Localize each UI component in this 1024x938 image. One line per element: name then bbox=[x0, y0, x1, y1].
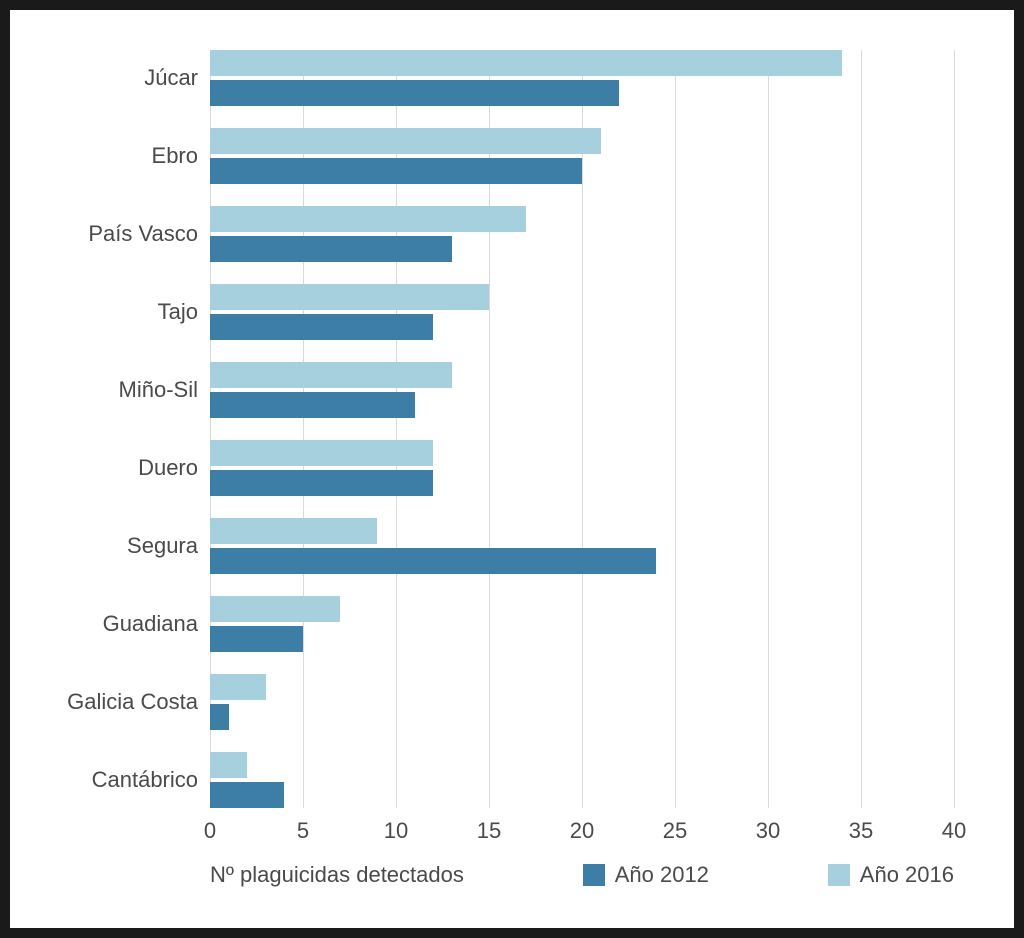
legend-item-2012: Año 2012 bbox=[583, 862, 709, 888]
bar bbox=[210, 158, 582, 184]
legend-label-2012: Año 2012 bbox=[615, 862, 709, 888]
bar bbox=[210, 206, 526, 232]
y-tick-label: Duero bbox=[138, 455, 210, 481]
chart-frame: 0 5 10 15 20 25 30 35 40 Júcar Ebro País Vasco Tajo M… bbox=[0, 0, 1024, 938]
x-tick-label: 40 bbox=[942, 808, 966, 844]
legend-swatch-2012 bbox=[583, 864, 605, 886]
bar bbox=[210, 470, 433, 496]
gridline bbox=[861, 50, 862, 808]
y-tick-label: Cantábrico bbox=[92, 767, 210, 793]
legend: Nº plaguicidas detectados Año 2012 Año 2… bbox=[210, 862, 954, 888]
x-tick-label: 35 bbox=[849, 808, 873, 844]
legend-swatch-2016 bbox=[828, 864, 850, 886]
y-tick-label: Galicia Costa bbox=[67, 689, 210, 715]
y-tick-label: Ebro bbox=[152, 143, 210, 169]
legend-item-2016: Año 2016 bbox=[828, 862, 954, 888]
bar bbox=[210, 518, 377, 544]
x-tick-label: 25 bbox=[663, 808, 687, 844]
bar bbox=[210, 752, 247, 778]
x-axis-title: Nº plaguicidas detectados bbox=[210, 862, 464, 888]
y-tick-label: Segura bbox=[127, 533, 210, 559]
bar bbox=[210, 362, 452, 388]
x-tick-label: 30 bbox=[756, 808, 780, 844]
bar bbox=[210, 128, 601, 154]
bar bbox=[210, 674, 266, 700]
bar bbox=[210, 440, 433, 466]
bar bbox=[210, 626, 303, 652]
bar bbox=[210, 236, 452, 262]
bar bbox=[210, 704, 229, 730]
bar bbox=[210, 596, 340, 622]
y-tick-label: Tajo bbox=[158, 299, 210, 325]
plot-region: 0510152025303540JúcarEbroPaís VascoTajoM… bbox=[210, 50, 954, 808]
x-tick-label: 5 bbox=[297, 808, 309, 844]
x-tick-label: 0 bbox=[204, 808, 216, 844]
bar bbox=[210, 782, 284, 808]
gridline bbox=[954, 50, 955, 808]
bar bbox=[210, 80, 619, 106]
bar bbox=[210, 548, 656, 574]
x-tick-label: 10 bbox=[384, 808, 408, 844]
bar bbox=[210, 314, 433, 340]
y-tick-label: Guadiana bbox=[103, 611, 210, 637]
gridline bbox=[582, 50, 583, 808]
x-tick-label: 15 bbox=[477, 808, 501, 844]
bar bbox=[210, 392, 415, 418]
x-tick-label: 20 bbox=[570, 808, 594, 844]
y-tick-label: Miño-Sil bbox=[119, 377, 210, 403]
y-tick-label: País Vasco bbox=[88, 221, 210, 247]
gridline bbox=[675, 50, 676, 808]
gridline bbox=[768, 50, 769, 808]
y-tick-label: Júcar bbox=[144, 65, 210, 91]
chart-area: 0510152025303540JúcarEbroPaís VascoTajoM… bbox=[50, 50, 974, 808]
legend-label-2016: Año 2016 bbox=[860, 862, 954, 888]
bar bbox=[210, 284, 489, 310]
bar bbox=[210, 50, 842, 76]
